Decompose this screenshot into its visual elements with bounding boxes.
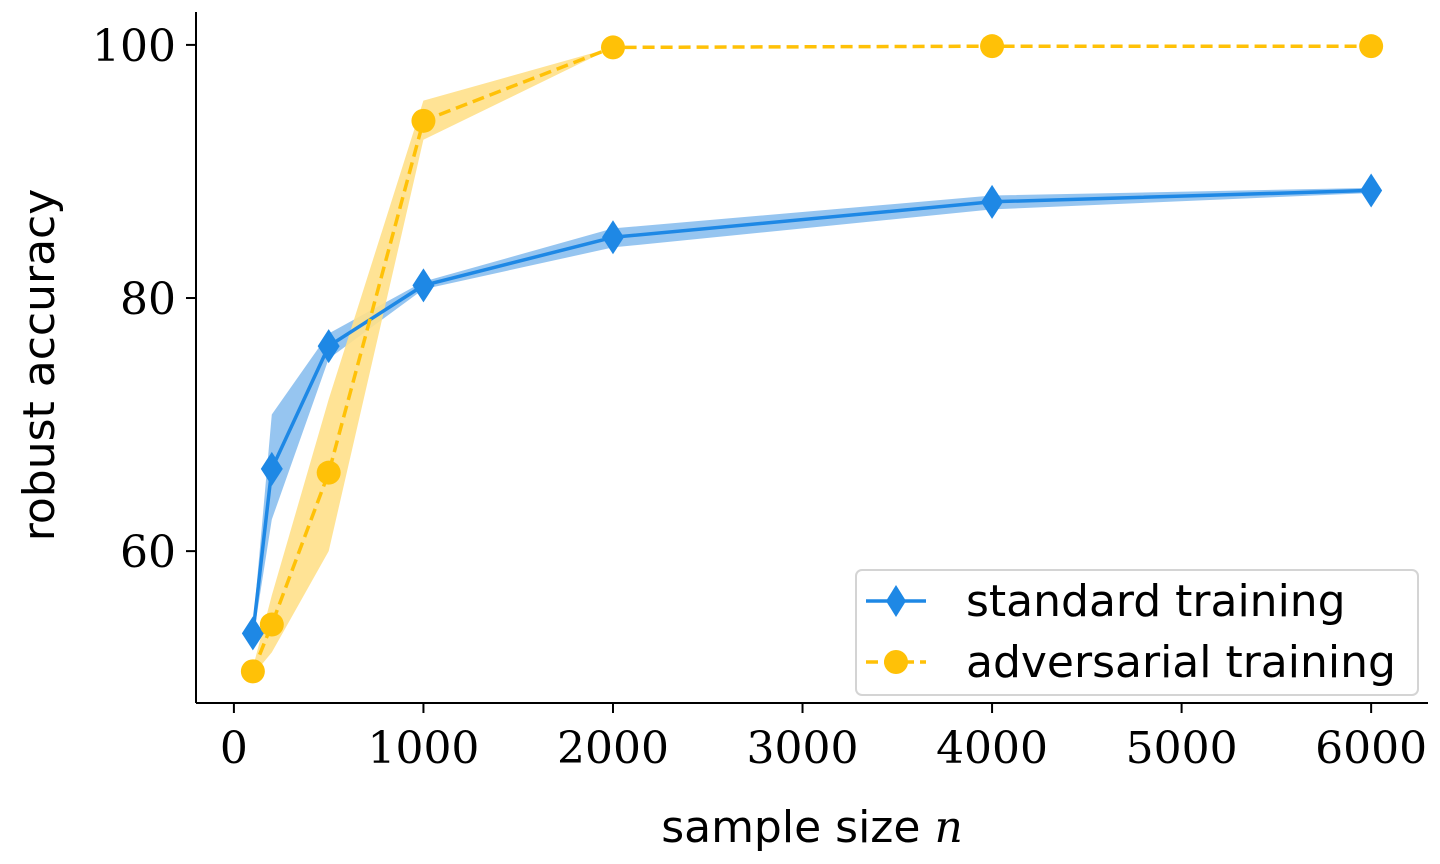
x-tick-label: 6000 [1315,723,1427,774]
data-point-circle [411,108,436,133]
data-point-diamond [241,616,264,651]
y-tick-label: 80 [120,274,176,325]
legend-entry-standard-training: standard training [866,576,1346,627]
data-point-diamond [317,329,340,364]
x-tick-label: 1000 [367,723,479,774]
data-point-circle [600,35,625,60]
data-point-diamond [412,268,435,303]
x-tick-label: 4000 [936,723,1048,774]
data-point-circle [240,659,265,684]
x-tick-label: 0 [220,723,248,774]
x-tick-label: 2000 [557,723,669,774]
legend-frame [855,569,1419,696]
diamond-marker-icon [886,585,906,617]
x-tick-label: 5000 [1126,723,1238,774]
data-point-diamond [1360,173,1383,208]
data-point-diamond [981,184,1004,219]
legend-entry-adversarial-training: adversarial training [866,637,1396,688]
legend: standard training adversarial training [855,569,1419,696]
x-axis-label: sample size n [661,802,963,853]
y-axis-label: robust accuracy [14,189,65,542]
series-markers [240,34,1384,684]
x-tick-label: 3000 [747,723,859,774]
legend-label: adversarial training [966,637,1396,688]
x-ticks: 0 1000 2000 3000 4000 5000 6000 [220,703,1427,774]
y-tick-label: 60 [120,527,176,578]
data-point-circle [1359,34,1384,59]
y-ticks: 60 80 100 [92,21,196,578]
legend-label: standard training [966,576,1346,627]
axes [195,12,1428,704]
data-point-circle [316,460,341,485]
circle-marker-icon [884,650,908,674]
data-point-diamond [601,220,624,255]
data-point-circle [980,34,1005,59]
data-point-diamond [260,451,283,486]
line-standard-training [251,188,1372,634]
y-tick-label: 100 [92,21,176,72]
data-point-circle [259,612,284,637]
